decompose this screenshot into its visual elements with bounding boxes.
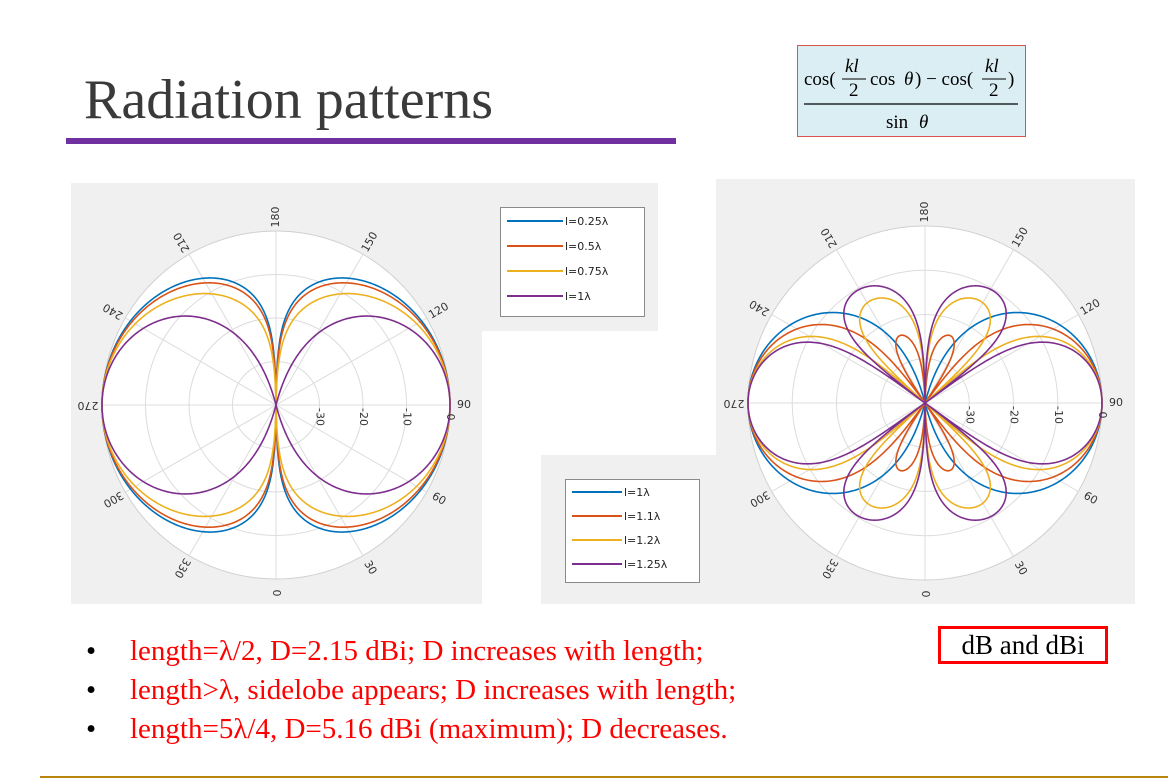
formula-den-2: θ [919,112,928,133]
formula-num-6: ) − cos( [915,69,973,90]
radial-tick-label: 0 [444,414,457,421]
angle-tick-label: 240 [101,301,126,323]
bullet-item: • length=5λ/4, D=5.16 dBi (maximum); D de… [86,713,728,745]
angle-tick-label: 30 [1012,559,1030,578]
angle-tick-label: 210 [171,230,193,255]
bullet-item: • length=λ/2, D=2.15 dBi; D increases wit… [86,635,704,667]
radial-tick-label: -30 [314,408,327,426]
angle-tick-label: 270 [724,397,745,410]
title-underline [66,138,676,144]
formula-num-5: θ [904,69,913,90]
legend-right-item-2: l=1.2λ [572,533,660,547]
angle-tick-label: 150 [1009,225,1031,250]
formula-box: cos( kl 2 cos θ ) − cos( kl 2 ) sin θ [797,45,1026,137]
legend-left-item-1: l=0.5λ [507,239,601,253]
polar-grid-spoke [188,254,277,406]
formula-den-1: sin [886,112,909,133]
polar-grid-spoke [125,404,277,493]
polar-chart-right: 0 30 60 90 120 150 180 210 240 270 300 330 -30 -20 -10… [724,202,1124,598]
angle-tick-label: 150 [359,230,381,255]
footer-rule [40,776,1168,778]
angle-tick-label: 240 [747,297,772,319]
angle-tick-label: 90 [1109,396,1123,409]
legend-left-item-3: l=1λ [507,289,591,303]
angle-tick-label: 330 [819,556,841,581]
bullet-list: • length=λ/2, D=2.15 dBi; D increases wit… [86,632,736,749]
radial-tick-label: -10 [401,408,414,426]
polar-grid-spoke [125,317,277,406]
formula-num-8: 2 [989,80,999,101]
polar-grid-spoke [188,404,277,556]
bullet-item: • length>λ, sidelobe appears; D increases… [86,674,737,706]
angle-tick-label: 30 [361,558,379,577]
radial-tick-label: -20 [1008,406,1021,424]
polar-grid-spoke [836,402,926,557]
angle-tick-label: 180 [269,207,282,228]
angle-tick-label: 180 [918,202,931,223]
angle-tick-label: 0 [270,590,283,597]
radial-tick-label: 0 [1096,412,1109,419]
polar-grid-spoke [275,404,364,556]
legend-right-item-3: l=1.25λ [572,557,667,571]
formula-num-2: kl [845,56,859,77]
formula-num-3: 2 [849,80,859,101]
formula-num-1: cos( [804,69,836,90]
formula-num-7: kl [985,56,999,77]
angle-tick-label: 120 [1078,296,1103,318]
radial-tick-label: -30 [963,406,976,424]
legend-right-item-1: l=1.1λ [572,509,660,523]
formula-svg: cos( kl 2 cos θ ) − cos( kl 2 ) sin θ [804,56,1018,133]
legend-right-item-0: l=1λ [572,485,650,499]
radial-tick-label: -10 [1052,406,1065,424]
series-line-3 [101,315,451,495]
polar-grid-spoke [275,254,364,406]
angle-tick-label: 60 [1081,489,1100,507]
polar-grid-spoke [836,249,926,404]
db-dbi-box: dB and dBi [938,626,1108,664]
radial-tick-label: -20 [357,408,370,426]
legend-left-item-0: l=0.25λ [507,214,608,228]
angle-tick-label: 60 [430,489,449,507]
legend-left-item-2: l=0.75λ [507,264,608,278]
angle-tick-label: 90 [457,398,471,411]
polar-chart-left: 0 30 60 90 120 150 180 210 240 270 300 330 -30 -20 -10… [78,207,472,597]
angle-tick-label: 330 [172,556,194,581]
legend-right: l=1λ l=1.1λ l=1.2λ l=1.25λ [565,479,700,583]
polar-grid-spoke [275,404,427,493]
angle-tick-label: 300 [747,488,772,510]
polar-grid-spoke [275,317,427,406]
polar-grid-spoke [924,249,1014,404]
page-title: Radiation patterns [84,69,494,131]
angle-tick-label: 300 [101,489,126,511]
formula-num-4: cos [870,69,895,90]
formula-num-9: ) [1008,69,1014,90]
series-line-3 [747,285,1103,521]
angle-tick-label: 270 [78,399,99,412]
angle-tick-label: 210 [818,225,840,250]
legend-left: l=0.25λ l=0.5λ l=0.75λ l=1λ [500,207,645,317]
angle-tick-label: 0 [919,591,932,598]
polar-grid-spoke [924,402,1014,557]
angle-tick-label: 120 [426,300,451,322]
